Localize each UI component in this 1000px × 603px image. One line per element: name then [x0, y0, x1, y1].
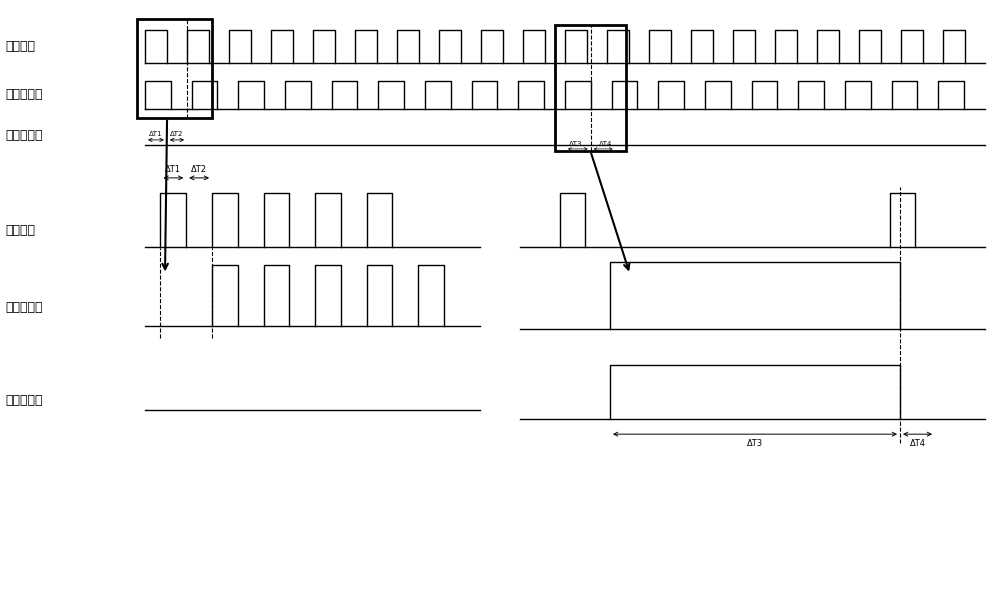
Text: ΔT3: ΔT3 [569, 141, 582, 147]
Text: ΔT2: ΔT2 [170, 131, 184, 137]
Text: 驱动复位: 驱动复位 [5, 40, 35, 53]
Text: ΔT3: ΔT3 [747, 439, 763, 448]
Text: 驱动复位: 驱动复位 [5, 224, 35, 238]
Bar [555, 25, 626, 151]
Text: ΔT4: ΔT4 [910, 439, 926, 448]
Text: ΔT1: ΔT1 [165, 165, 181, 174]
Text: ΔT1: ΔT1 [149, 131, 163, 137]
Text: ΔT4: ΔT4 [599, 141, 612, 147]
Bar [137, 19, 212, 118]
Text: 总故障复位: 总故障复位 [5, 301, 42, 314]
Text: 驱动板重启: 驱动板重启 [5, 128, 42, 142]
Text: 总故障复位: 总故障复位 [5, 89, 42, 101]
Text: ΔT2: ΔT2 [191, 165, 207, 174]
Text: 驱动板重启: 驱动板重启 [5, 394, 42, 407]
